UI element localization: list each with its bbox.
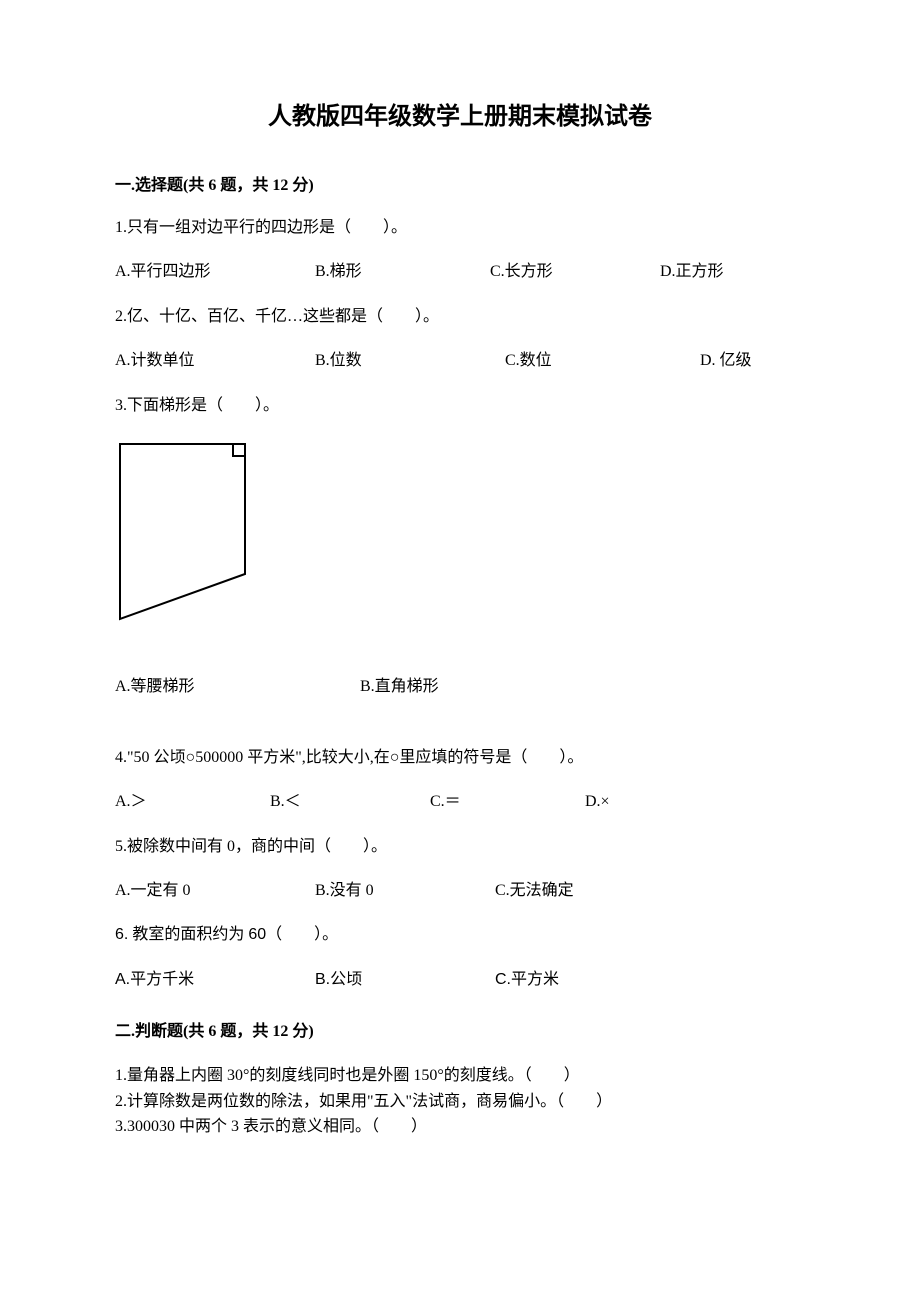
question-5-text: 5.被除数中间有 0，商的中间（ ）。 (115, 836, 805, 858)
q6-main: 教室的面积约为 (128, 926, 248, 943)
option-3a: A.等腰梯形 (115, 676, 360, 698)
question-3-options: A.等腰梯形 B.直角梯形 (115, 676, 805, 698)
judgment-1: 1.量角器上内圈 30°的刻度线同时也是外圈 150°的刻度线。（ ） (115, 1063, 805, 1089)
question-3: 3.下面梯形是（ ）。 A.等腰梯形 B.直角梯形 (115, 395, 805, 699)
question-4: 4."50 公顷○500000 平方米",比较大小,在○里应填的符号是（ ）。 … (115, 747, 805, 814)
option-1d: D.正方形 (660, 261, 724, 283)
option-3b: B.直角梯形 (360, 676, 439, 698)
question-5-options: A.一定有 0 B.没有 0 C.无法确定 (115, 880, 805, 902)
option-4c: C.＝ (430, 791, 585, 813)
option-5b: B.没有 0 (315, 880, 495, 902)
option-4a: A.＞ (115, 791, 270, 813)
q6-suffix: （ ）。 (266, 926, 338, 943)
question-1-options: A.平行四边形 B.梯形 C.长方形 D.正方形 (115, 261, 805, 283)
question-1: 1.只有一组对边平行的四边形是（ ）。 A.平行四边形 B.梯形 C.长方形 D… (115, 217, 805, 284)
option-1b: B.梯形 (315, 261, 490, 283)
question-4-text: 4."50 公顷○500000 平方米",比较大小,在○里应填的符号是（ ）。 (115, 747, 805, 769)
option-6c: C.平方米 (495, 969, 559, 991)
option-4d: D.× (585, 791, 610, 813)
q6-num: 60 (248, 926, 266, 943)
question-3-text: 3.下面梯形是（ ）。 (115, 395, 805, 417)
option-4b: B.＜ (270, 791, 430, 813)
option-6b: B.公顷 (315, 969, 495, 991)
q6-prefix: 6. (115, 926, 128, 943)
option-2d: D. 亿级 (700, 350, 752, 372)
question-2-options: A.计数单位 B.位数 C.数位 D. 亿级 (115, 350, 805, 372)
option-1a: A.平行四边形 (115, 261, 315, 283)
judgment-3: 3.300030 中两个 3 表示的意义相同。（ ） (115, 1114, 805, 1140)
question-5: 5.被除数中间有 0，商的中间（ ）。 A.一定有 0 B.没有 0 C.无法确… (115, 836, 805, 903)
question-6-options: A.平方千米 B.公顷 C.平方米 (115, 969, 805, 991)
question-6: 6. 教室的面积约为 60（ ）。 A.平方千米 B.公顷 C.平方米 (115, 924, 805, 991)
option-1c: C.长方形 (490, 261, 660, 283)
question-1-text: 1.只有一组对边平行的四边形是（ ）。 (115, 217, 805, 239)
option-5a: A.一定有 0 (115, 880, 315, 902)
option-2a: A.计数单位 (115, 350, 315, 372)
option-6a: A.平方千米 (115, 969, 315, 991)
question-6-text: 6. 教室的面积约为 60（ ）。 (115, 924, 805, 946)
option-5c: C.无法确定 (495, 880, 574, 902)
judgment-2: 2.计算除数是两位数的除法，如果用"五入"法试商，商易偏小。（ ） (115, 1089, 805, 1115)
page-title: 人教版四年级数学上册期末模拟试卷 (115, 96, 805, 131)
option-2b: B.位数 (315, 350, 505, 372)
option-2c: C.数位 (505, 350, 700, 372)
section-1-header: 一.选择题(共 6 题，共 12 分) (115, 171, 805, 195)
trapezoid-figure (115, 439, 805, 636)
trapezoid-svg (115, 439, 255, 629)
section-2-header: 二.判断题(共 6 题，共 12 分) (115, 1017, 805, 1041)
question-4-options: A.＞ B.＜ C.＝ D.× (115, 791, 805, 813)
question-2: 2.亿、十亿、百亿、千亿…这些都是（ ）。 A.计数单位 B.位数 C.数位 D… (115, 306, 805, 373)
question-2-text: 2.亿、十亿、百亿、千亿…这些都是（ ）。 (115, 306, 805, 328)
